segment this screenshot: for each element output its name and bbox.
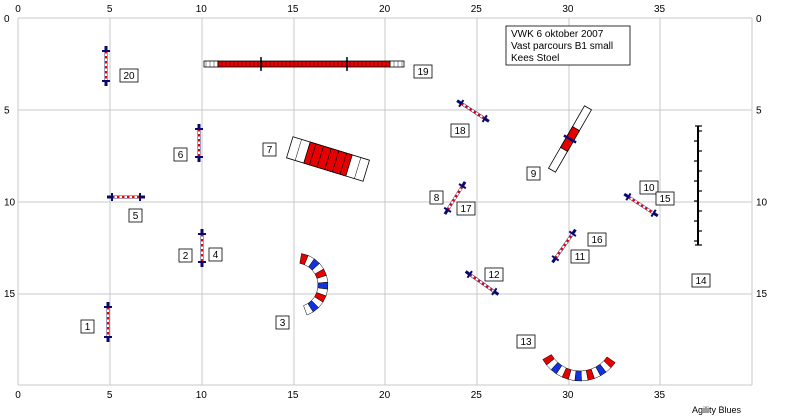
svg-text:2: 2 bbox=[183, 251, 189, 262]
svg-text:7: 7 bbox=[267, 145, 273, 156]
info-judge: Kees Stoel bbox=[511, 53, 559, 64]
y-tick-left: 10 bbox=[4, 197, 16, 208]
svg-text:4: 4 bbox=[213, 250, 219, 261]
obstacle-number-3: 3 bbox=[275, 315, 290, 330]
obstacle-jump-11 bbox=[551, 228, 577, 264]
svg-text:6: 6 bbox=[178, 150, 184, 161]
obstacle-number-7: 7 bbox=[262, 142, 277, 157]
x-tick-top: 25 bbox=[471, 4, 483, 15]
obstacle-jump-8 bbox=[443, 181, 467, 215]
obstacle-number-2: 2 bbox=[178, 248, 193, 263]
y-tick-right: 15 bbox=[756, 289, 768, 300]
svg-text:18: 18 bbox=[454, 126, 466, 137]
obstacle-number-12: 12 bbox=[484, 267, 504, 282]
svg-text:1: 1 bbox=[85, 322, 91, 333]
obstacle-number-18: 18 bbox=[450, 123, 470, 138]
obstacle-number-14: 14 bbox=[691, 273, 711, 288]
svg-text:8: 8 bbox=[434, 193, 440, 204]
info-title: VWK 6 oktober 2007 bbox=[511, 29, 604, 40]
svg-text:17: 17 bbox=[460, 204, 472, 215]
x-tick-top: 35 bbox=[654, 4, 666, 15]
x-tick-top: 10 bbox=[196, 4, 208, 15]
x-tick-bottom: 35 bbox=[654, 390, 666, 401]
obstacle-number-9: 9 bbox=[526, 166, 541, 181]
obstacle-number-17: 17 bbox=[456, 201, 476, 216]
x-tick-bottom: 0 bbox=[15, 390, 21, 401]
y-tick-right: 10 bbox=[756, 197, 768, 208]
obstacle-number-6: 6 bbox=[173, 147, 188, 162]
svg-text:16: 16 bbox=[591, 235, 603, 246]
x-tick-top: 15 bbox=[287, 4, 299, 15]
obstacle-number-5: 5 bbox=[128, 208, 143, 223]
obstacle-jump-5 bbox=[107, 193, 145, 201]
obstacle-jump-2 bbox=[198, 229, 206, 267]
x-tick-top: 5 bbox=[107, 4, 113, 15]
y-tick-right: 0 bbox=[756, 14, 762, 25]
x-tick-bottom: 20 bbox=[379, 390, 391, 401]
svg-text:3: 3 bbox=[280, 318, 286, 329]
obstacle-number-20: 20 bbox=[119, 68, 139, 83]
svg-text:14: 14 bbox=[695, 276, 707, 287]
x-tick-top: 20 bbox=[379, 4, 391, 15]
obstacle-number-16: 16 bbox=[587, 232, 607, 247]
credit-text: Agility Blues bbox=[692, 405, 742, 415]
obstacle-dogwalk bbox=[203, 57, 405, 71]
obstacle-jump-10 bbox=[623, 192, 659, 218]
svg-text:10: 10 bbox=[643, 183, 655, 194]
obstacle-number-19: 19 bbox=[413, 64, 433, 79]
y-tick-right: 5 bbox=[756, 106, 762, 117]
obstacle-jump-18 bbox=[456, 99, 490, 123]
x-tick-bottom: 30 bbox=[562, 390, 574, 401]
obstacle-jump-12 bbox=[464, 270, 500, 296]
obstacle-jump-1 bbox=[104, 302, 112, 342]
x-tick-top: 30 bbox=[562, 4, 574, 15]
obstacle-number-1: 1 bbox=[80, 319, 95, 334]
obstacle-curved-tunnel-13 bbox=[542, 354, 616, 382]
y-tick-left: 15 bbox=[4, 289, 16, 300]
x-tick-bottom: 10 bbox=[196, 390, 208, 401]
x-tick-bottom: 25 bbox=[471, 390, 483, 401]
svg-text:9: 9 bbox=[531, 169, 537, 180]
svg-text:15: 15 bbox=[659, 194, 671, 205]
svg-text:20: 20 bbox=[123, 71, 135, 82]
course-info-box: VWK 6 oktober 2007 Vast parcours B1 smal… bbox=[505, 25, 631, 66]
obstacle-number-15: 15 bbox=[655, 191, 675, 206]
obstacle-weave-poles bbox=[694, 125, 702, 246]
obstacle-straight-tunnel bbox=[286, 136, 370, 182]
obstacle-number-4: 4 bbox=[208, 247, 223, 262]
obstacle-number-10: 10 bbox=[639, 180, 659, 195]
svg-text:19: 19 bbox=[417, 67, 429, 78]
obstacle-jump-20 bbox=[102, 46, 110, 86]
obstacle-number-13: 13 bbox=[516, 334, 536, 349]
svg-text:5: 5 bbox=[133, 211, 139, 222]
obstacle-curved-tunnel-3 bbox=[299, 253, 329, 316]
svg-text:11: 11 bbox=[575, 252, 586, 263]
obstacle-seesaw bbox=[547, 105, 593, 173]
info-subtitle: Vast parcours B1 small bbox=[511, 41, 613, 52]
x-tick-top: 0 bbox=[15, 4, 21, 15]
grid-lines bbox=[17, 17, 753, 386]
x-tick-bottom: 5 bbox=[107, 390, 113, 401]
y-tick-left: 5 bbox=[4, 106, 10, 117]
obstacle-number-11: 11 bbox=[570, 249, 590, 264]
obstacle-number-8: 8 bbox=[429, 190, 444, 205]
svg-text:12: 12 bbox=[488, 270, 500, 281]
y-tick-left: 0 bbox=[4, 14, 10, 25]
obstacle-jump-6 bbox=[195, 124, 203, 162]
x-tick-bottom: 15 bbox=[287, 390, 299, 401]
svg-text:13: 13 bbox=[520, 337, 532, 348]
